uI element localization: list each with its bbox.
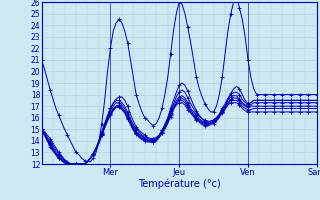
X-axis label: Température (°c): Température (°c) (138, 179, 220, 189)
